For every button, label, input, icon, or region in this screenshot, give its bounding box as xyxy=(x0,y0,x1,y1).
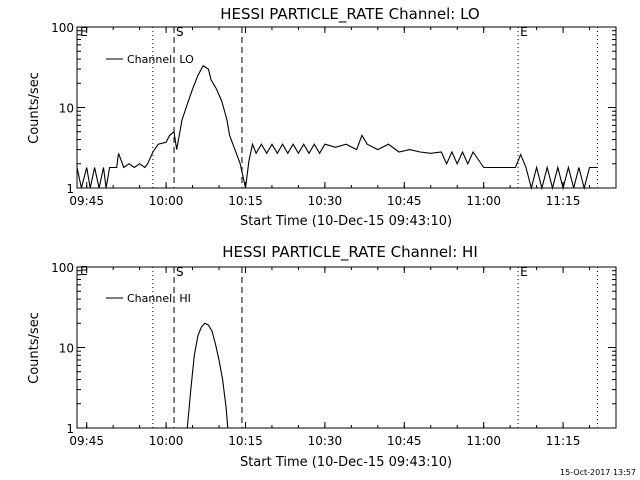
x-tick-label: 11:00 xyxy=(466,194,501,208)
x-tick-label: 09:45 xyxy=(69,434,104,448)
x-tick-label: 11:00 xyxy=(466,434,501,448)
x-tick-label: 10:45 xyxy=(387,194,422,208)
x-tick-label: 10:30 xyxy=(308,434,343,448)
x-tick-label: 10:30 xyxy=(308,194,343,208)
marker-label: S xyxy=(176,25,184,39)
x-axis-label: Start Time (10-Dec-15 09:43:10) xyxy=(240,455,452,470)
y-tick-label: 1 xyxy=(66,422,74,436)
x-tick-label: 10:00 xyxy=(149,434,184,448)
chart-title: HESSI PARTICLE_RATE Channel: LO xyxy=(220,5,479,24)
x-tick-label: 11:15 xyxy=(546,434,581,448)
x-tick-label: 10:45 xyxy=(387,434,422,448)
corner-label: E xyxy=(80,264,88,278)
y-axis-label: Counts/sec xyxy=(27,312,42,384)
marker-label: E xyxy=(520,25,528,39)
x-axis-label: Start Time (10-Dec-15 09:43:10) xyxy=(240,214,452,229)
y-tick-label: 10 xyxy=(59,102,74,116)
x-tick-label: 10:00 xyxy=(149,194,184,208)
y-axis-label: Counts/sec xyxy=(27,72,42,144)
corner-label: E xyxy=(80,25,88,39)
legend-entry-hi: Channel: HI xyxy=(127,292,191,305)
legend-entry-lo: Channel: LO xyxy=(127,53,194,66)
x-tick-label: 09:45 xyxy=(69,194,104,208)
plot-frame xyxy=(76,26,617,189)
y-tick-label: 100 xyxy=(51,261,74,275)
y-tick-label: 1 xyxy=(66,182,74,196)
series-line xyxy=(76,65,598,191)
chart-panel-hi: HESSI PARTICLE_RATE Channel: HI Start Ti… xyxy=(27,243,617,470)
marker-label: S xyxy=(176,265,184,279)
chart-panel-lo: HESSI PARTICLE_RATE Channel: LO Start Ti… xyxy=(27,5,617,229)
x-tick-label: 10:15 xyxy=(228,194,263,208)
chart-title: HESSI PARTICLE_RATE Channel: HI xyxy=(222,243,478,262)
x-tick-label: 10:15 xyxy=(228,434,263,448)
marker-label: E xyxy=(520,265,528,279)
x-tick-label: 11:15 xyxy=(546,194,581,208)
series-line xyxy=(186,322,229,429)
footer-timestamp: 15-Oct-2017 13:57 xyxy=(560,468,636,477)
y-tick-label: 100 xyxy=(51,21,74,35)
y-tick-label: 10 xyxy=(59,342,74,356)
